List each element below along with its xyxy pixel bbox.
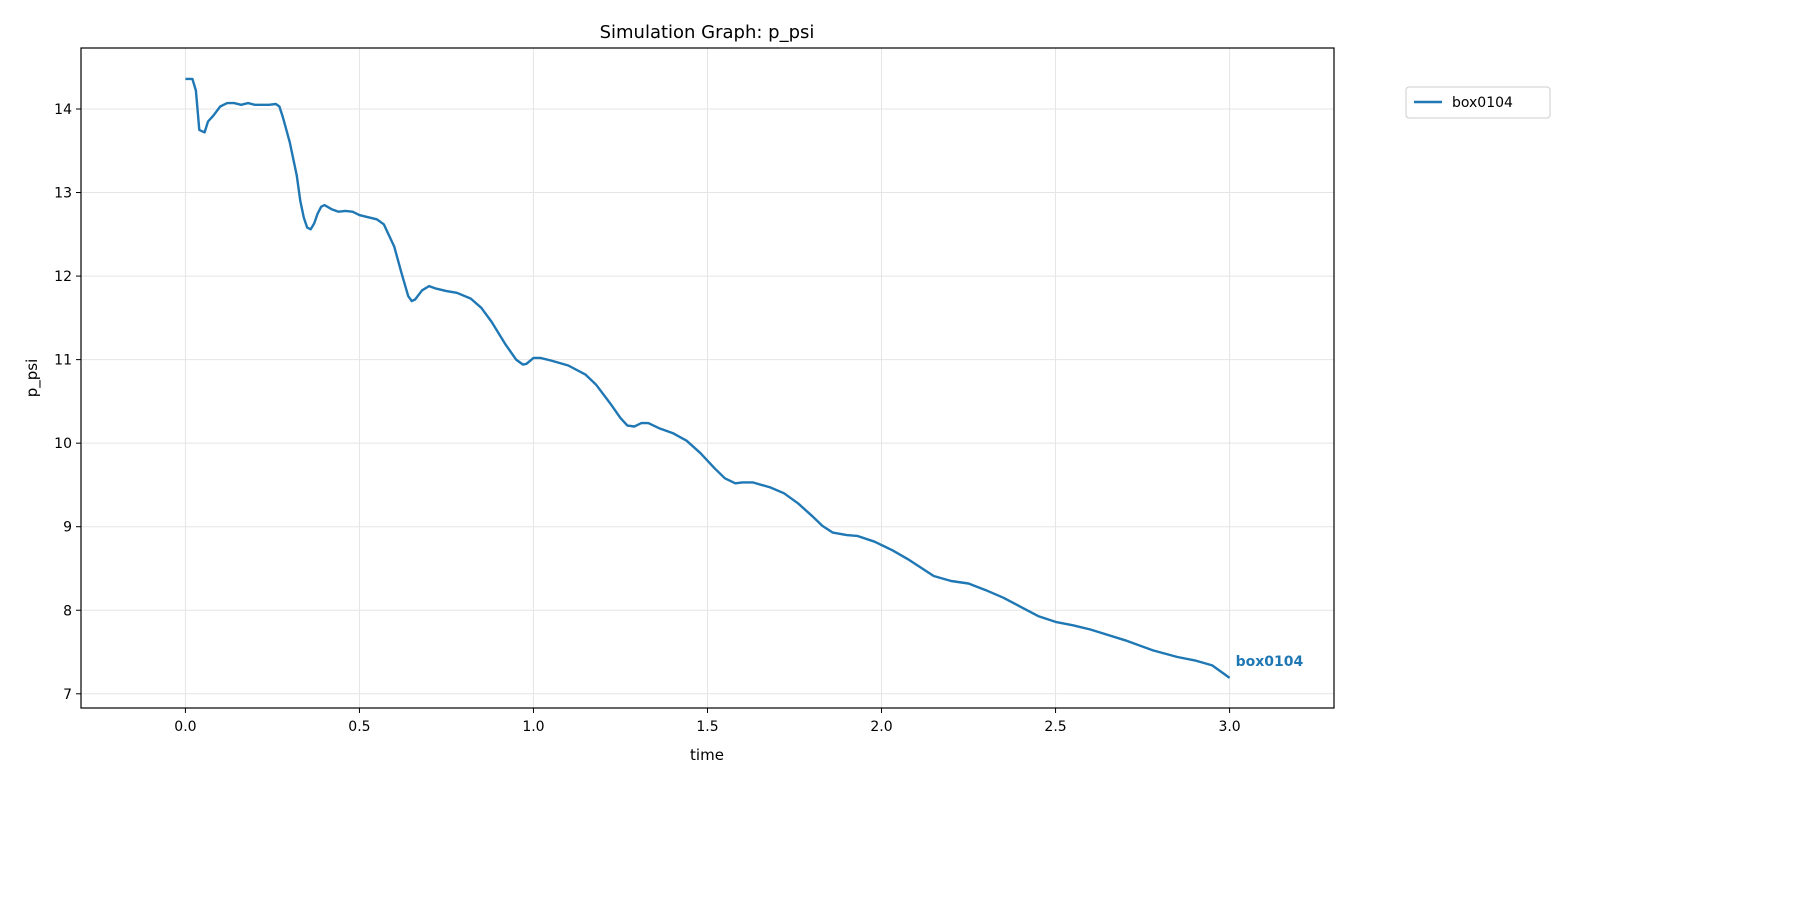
x-tick-label: 0.0: [174, 719, 196, 735]
y-tick-label: 7: [63, 687, 72, 703]
x-tick-label: 0.5: [348, 719, 370, 735]
x-tick-label: 1.5: [696, 719, 718, 735]
plot-frame: [80, 47, 1335, 709]
y-tick-label: 13: [54, 186, 72, 202]
y-tick-label: 10: [54, 436, 72, 452]
ticks: 0.0 0.5 1.0 1.5 2.0 2.5 3.0 7 8 9 10 11 12 13 14: [54, 102, 1241, 735]
x-tick-label: 2.5: [1044, 719, 1066, 735]
chart-title: Simulation Graph: p_psi: [600, 22, 815, 43]
series-end-label: box0104: [1236, 654, 1304, 670]
x-tick-label: 3.0: [1218, 719, 1240, 735]
y-tick-label: 12: [54, 269, 72, 285]
y-tick-label: 8: [63, 603, 72, 619]
legend-entry: box0104: [1452, 95, 1513, 111]
grid: [81, 48, 1334, 708]
y-axis-label: p_psi: [23, 359, 42, 398]
x-tick-label: 1.0: [522, 719, 544, 735]
x-tick-label: 2.0: [870, 719, 892, 735]
series-line-box0104: [185, 77, 1231, 679]
x-axis-label: time: [690, 746, 724, 764]
legend: box0104: [1405, 86, 1551, 119]
y-tick-label: 14: [54, 102, 72, 118]
y-tick-label: 9: [63, 520, 72, 536]
y-tick-label: 11: [54, 353, 72, 369]
legend-box: [1405, 86, 1551, 119]
